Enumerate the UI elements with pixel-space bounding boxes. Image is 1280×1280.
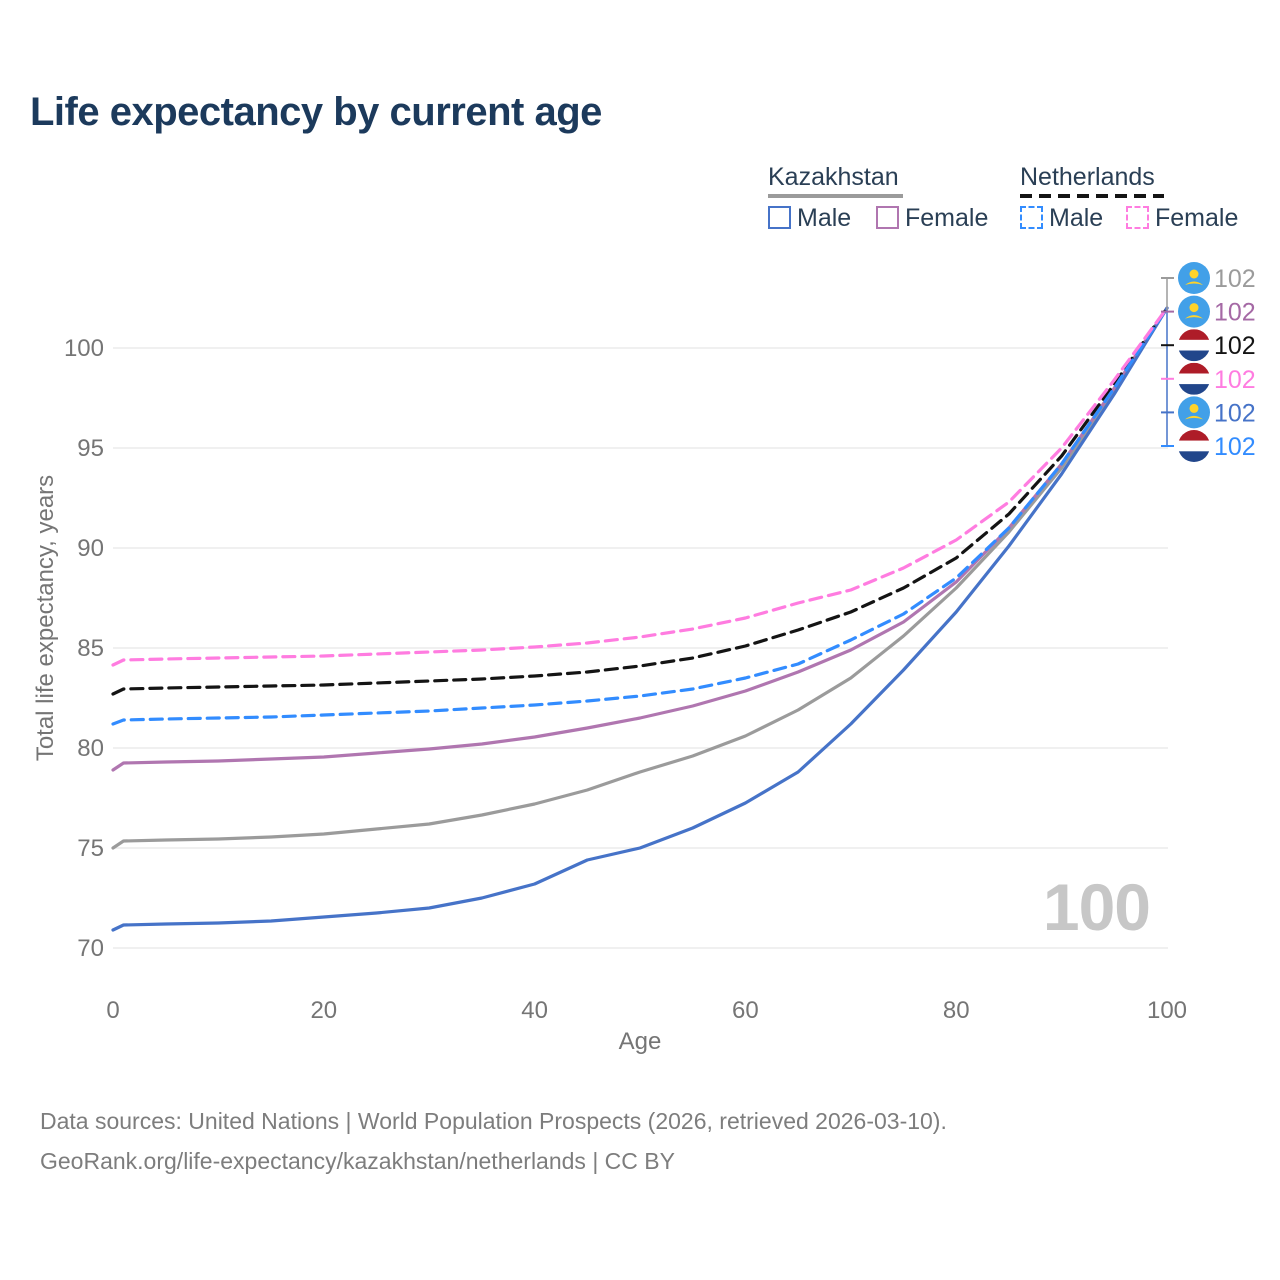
series-line-netherlands-both[interactable] (111, 306, 1169, 696)
series-line-netherlands-female[interactable] (111, 306, 1169, 667)
flag-kazakhstan-icon (1178, 396, 1210, 429)
x-tick-label-60: 60 (732, 997, 759, 1024)
end-value-label-kazakhstan-male: 102 (1214, 399, 1256, 427)
legend-item-kazakhstan-male[interactable]: Male (797, 204, 852, 232)
license-attribution: GeoRank.org/life-expectancy/kazakhstan/n… (40, 1148, 675, 1174)
legend-swatch-netherlands-female[interactable] (1126, 206, 1149, 229)
flag-kazakhstan-icon (1178, 295, 1210, 328)
end-row-kazakhstan-male[interactable]: 102 (1178, 396, 1256, 429)
end-value-label-netherlands-male: 102 (1214, 433, 1256, 461)
series-line-kazakhstan-male[interactable] (111, 306, 1169, 932)
legend-item-kazakhstan-female[interactable]: Female (905, 204, 989, 232)
series-line-kazakhstan-female[interactable] (111, 306, 1169, 772)
end-row-netherlands-male[interactable]: 102 (1178, 430, 1256, 462)
legend-group-kazakhstan: Kazakhstan (768, 163, 899, 191)
legend-underline-netherlands-dashed (1020, 194, 1164, 198)
x-tick-label-80: 80 (943, 997, 970, 1024)
series-line-netherlands-male[interactable] (111, 306, 1169, 726)
flag-kazakhstan-icon (1178, 262, 1210, 294)
y-tick-label-90: 90 (77, 535, 104, 562)
page-title: Life expectancy by current age (30, 90, 602, 134)
y-tick-label-95: 95 (77, 435, 104, 462)
x-axis-title: Age (618, 1028, 662, 1055)
end-value-label-kazakhstan-both: 102 (1214, 265, 1256, 293)
y-tick-label-85: 85 (77, 635, 104, 662)
legend-group-netherlands: Netherlands (1020, 163, 1155, 191)
x-tick-label-20: 20 (310, 997, 337, 1024)
end-value-label-netherlands-both: 102 (1214, 332, 1256, 360)
x-tick-label-40: 40 (521, 997, 548, 1024)
legend-item-netherlands-male[interactable]: Male (1049, 204, 1104, 232)
flag-netherlands-icon (1178, 362, 1210, 395)
x-tick-label-0: 0 (106, 997, 119, 1024)
end-row-netherlands-female[interactable]: 102 (1178, 362, 1256, 395)
legend-underline-kazakhstan-solid (768, 194, 903, 198)
end-row-netherlands-both[interactable]: 102 (1178, 329, 1256, 362)
x-tick-label-100: 100 (1147, 997, 1187, 1024)
legend-item-netherlands-female[interactable]: Female (1155, 204, 1239, 232)
legend-swatch-kazakhstan-female[interactable] (876, 206, 899, 229)
flag-netherlands-icon (1178, 329, 1210, 362)
data-source-attribution: Data sources: United Nations | World Pop… (40, 1108, 947, 1134)
y-tick-label-70: 70 (77, 935, 104, 962)
flag-netherlands-icon (1178, 430, 1210, 462)
y-tick-label-75: 75 (77, 835, 104, 862)
end-value-label-kazakhstan-female: 102 (1214, 299, 1256, 327)
end-value-label-netherlands-female: 102 (1214, 366, 1256, 394)
end-row-kazakhstan-female[interactable]: 102 (1178, 295, 1256, 328)
age-counter-watermark: 100 (1042, 870, 1151, 944)
y-tick-label-100: 100 (64, 335, 104, 362)
legend-swatch-kazakhstan-male[interactable] (768, 206, 791, 229)
series-line-kazakhstan-both[interactable] (111, 306, 1169, 850)
legend-swatch-netherlands-male[interactable] (1020, 206, 1043, 229)
y-tick-label-80: 80 (77, 735, 104, 762)
end-row-kazakhstan-both[interactable]: 102 (1178, 262, 1256, 294)
